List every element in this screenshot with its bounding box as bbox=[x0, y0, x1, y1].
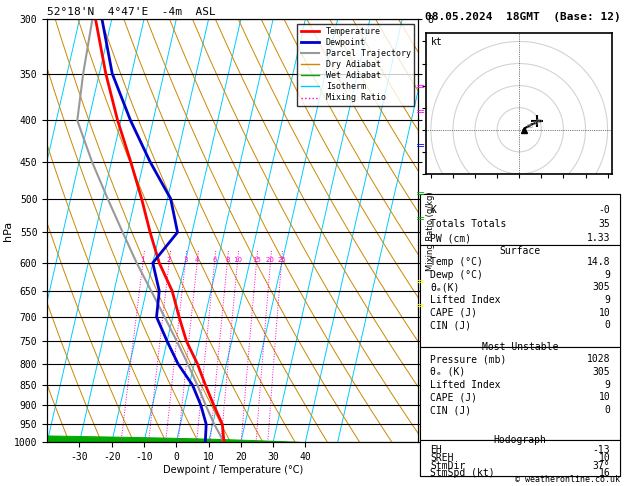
Text: CIN (J): CIN (J) bbox=[430, 405, 471, 415]
Text: 9: 9 bbox=[604, 380, 610, 390]
Text: =: = bbox=[416, 214, 425, 224]
Text: Lifted Index: Lifted Index bbox=[430, 380, 501, 390]
Text: 10: 10 bbox=[598, 392, 610, 402]
Text: -0: -0 bbox=[598, 205, 610, 215]
Text: θₑ(K): θₑ(K) bbox=[430, 282, 460, 293]
Text: 10: 10 bbox=[598, 308, 610, 318]
Text: 1028: 1028 bbox=[587, 354, 610, 364]
Text: =: = bbox=[416, 301, 425, 311]
Text: 8: 8 bbox=[225, 257, 230, 263]
Text: =: = bbox=[416, 107, 425, 117]
Text: 37°: 37° bbox=[593, 461, 610, 470]
Text: 10: 10 bbox=[598, 453, 610, 463]
Text: 0: 0 bbox=[604, 320, 610, 330]
Text: CAPE (J): CAPE (J) bbox=[430, 392, 477, 402]
Text: Mixing Ratio (g/kg): Mixing Ratio (g/kg) bbox=[426, 191, 435, 271]
Text: 4: 4 bbox=[195, 257, 199, 263]
Text: =: = bbox=[416, 83, 425, 92]
Text: 1: 1 bbox=[141, 257, 145, 263]
Text: Dewp (°C): Dewp (°C) bbox=[430, 270, 483, 280]
Text: 16: 16 bbox=[598, 469, 610, 478]
Y-axis label: hPa: hPa bbox=[3, 221, 13, 241]
Text: EH: EH bbox=[430, 445, 442, 454]
Text: =: = bbox=[416, 141, 425, 151]
Text: 14.8: 14.8 bbox=[587, 257, 610, 267]
Bar bbox=[420, 194, 620, 245]
Text: -13: -13 bbox=[593, 445, 610, 454]
Bar bbox=[420, 245, 620, 347]
Text: 6: 6 bbox=[212, 257, 217, 263]
Text: θₑ (K): θₑ (K) bbox=[430, 367, 465, 377]
Text: 35: 35 bbox=[598, 219, 610, 229]
Text: 2: 2 bbox=[167, 257, 171, 263]
Text: CIN (J): CIN (J) bbox=[430, 320, 471, 330]
Y-axis label: km
ASL: km ASL bbox=[447, 222, 468, 240]
Text: =: = bbox=[416, 190, 425, 199]
Text: Lifted Index: Lifted Index bbox=[430, 295, 501, 305]
Text: Hodograph: Hodograph bbox=[494, 434, 547, 445]
Text: 305: 305 bbox=[593, 367, 610, 377]
Text: =: = bbox=[416, 277, 425, 287]
Text: 70: 70 bbox=[532, 122, 538, 126]
Text: Totals Totals: Totals Totals bbox=[430, 219, 506, 229]
Text: 9: 9 bbox=[604, 270, 610, 280]
Text: 1.33: 1.33 bbox=[587, 233, 610, 243]
Text: Surface: Surface bbox=[499, 246, 541, 256]
Text: 85: 85 bbox=[527, 123, 534, 129]
Text: kt: kt bbox=[431, 37, 443, 47]
Text: 15: 15 bbox=[252, 257, 261, 263]
Legend: Temperature, Dewpoint, Parcel Trajectory, Dry Adiabat, Wet Adiabat, Isotherm, Mi: Temperature, Dewpoint, Parcel Trajectory… bbox=[298, 24, 414, 106]
Text: 10: 10 bbox=[233, 257, 242, 263]
Text: 08.05.2024  18GMT  (Base: 12): 08.05.2024 18GMT (Base: 12) bbox=[425, 12, 620, 22]
Text: CAPE (J): CAPE (J) bbox=[430, 308, 477, 318]
Text: 25: 25 bbox=[277, 257, 286, 263]
Text: 50: 50 bbox=[536, 119, 543, 124]
Text: 305: 305 bbox=[593, 282, 610, 293]
Text: StmDir: StmDir bbox=[430, 461, 465, 470]
Text: K: K bbox=[430, 205, 436, 215]
Text: SREH: SREH bbox=[430, 453, 454, 463]
X-axis label: Dewpoint / Temperature (°C): Dewpoint / Temperature (°C) bbox=[163, 465, 303, 475]
Text: 20: 20 bbox=[266, 257, 275, 263]
Text: 9: 9 bbox=[604, 295, 610, 305]
Bar bbox=[420, 347, 620, 440]
Text: Most Unstable: Most Unstable bbox=[482, 342, 559, 351]
Text: 0: 0 bbox=[604, 405, 610, 415]
Text: © weatheronline.co.uk: © weatheronline.co.uk bbox=[515, 474, 620, 484]
Text: Temp (°C): Temp (°C) bbox=[430, 257, 483, 267]
Text: StmSpd (kt): StmSpd (kt) bbox=[430, 469, 495, 478]
Text: 52°18'N  4°47'E  -4m  ASL: 52°18'N 4°47'E -4m ASL bbox=[47, 7, 216, 17]
Text: PW (cm): PW (cm) bbox=[430, 233, 471, 243]
Bar bbox=[420, 440, 620, 476]
Text: Pressure (mb): Pressure (mb) bbox=[430, 354, 506, 364]
Text: 3: 3 bbox=[183, 257, 187, 263]
